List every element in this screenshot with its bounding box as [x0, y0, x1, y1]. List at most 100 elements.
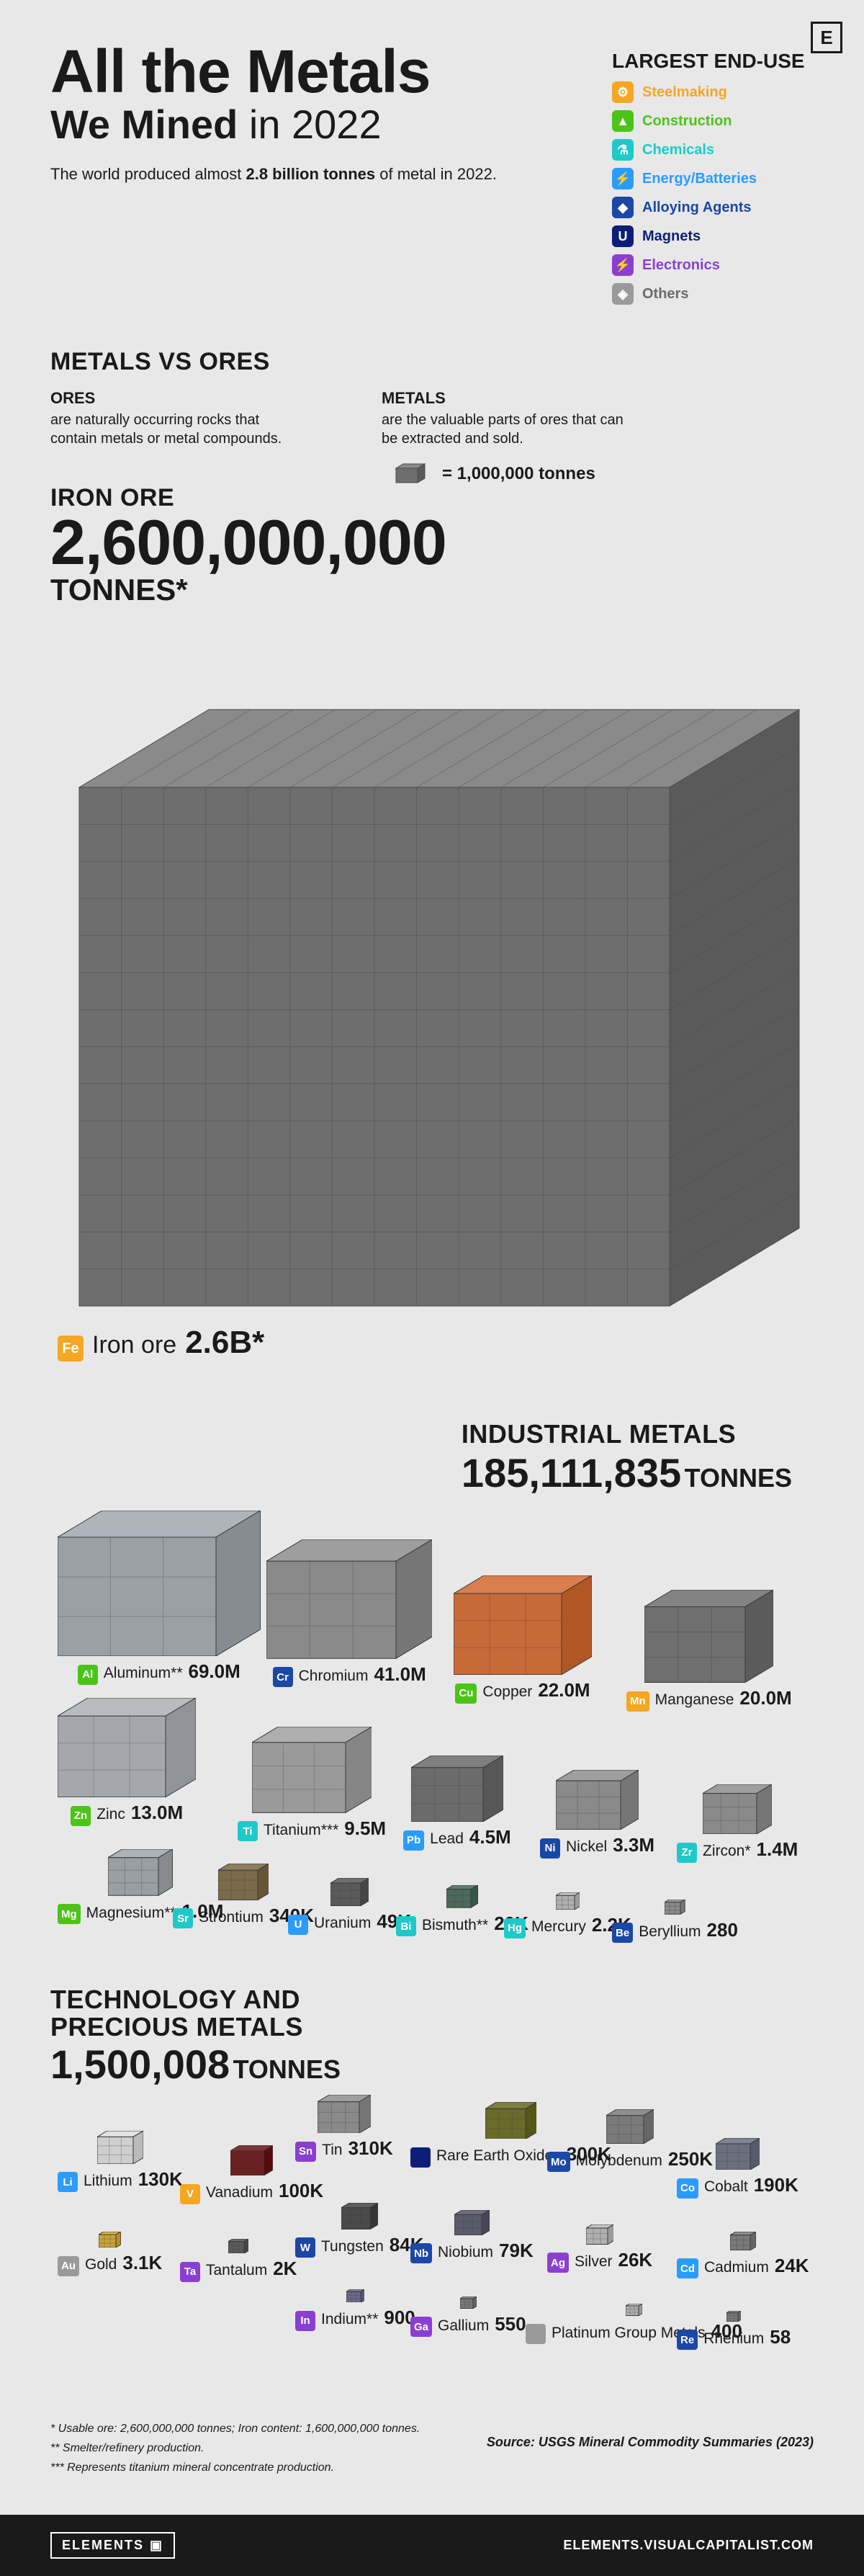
- metal-name: Magnesium**: [86, 1905, 176, 1922]
- element-tag: Sn: [295, 2142, 316, 2162]
- metal-label: Li Lithium 130K: [58, 2168, 183, 2193]
- big-cube-wrap: Fe Iron ore 2.6B*: [50, 629, 814, 1362]
- metal-name: Mercury: [531, 1918, 586, 1936]
- industrial-heading: INDUSTRIAL METALS: [462, 1419, 792, 1449]
- legend-swatch-icon: ◆: [612, 197, 634, 218]
- element-tag: Cu: [455, 1683, 477, 1704]
- metal-value: 58: [770, 2326, 791, 2348]
- metal-name: Gallium: [438, 2317, 489, 2335]
- metal-name: Chromium: [299, 1668, 369, 1685]
- metal-cube-icon: [346, 2289, 365, 2302]
- tech-unit: TONNES: [233, 2054, 341, 2084]
- legend-item: ⚡Energy/Batteries: [612, 168, 814, 189]
- element-tag: In: [295, 2311, 315, 2331]
- metal-cube-icon: [341, 2203, 378, 2230]
- metal-name: Rare Earth Oxides: [436, 2147, 561, 2165]
- metal-name: Niobium: [438, 2244, 493, 2261]
- metal-cube-icon: [716, 2138, 760, 2170]
- tech-header: TECHNOLOGY AND PRECIOUS METALS 1,500,008…: [50, 1986, 814, 2088]
- subtitle-post: of metal in 2022.: [375, 165, 497, 183]
- metal-label: BeBeryllium280: [612, 1919, 738, 1944]
- metal-item: ZnZinc13.0M: [58, 1698, 196, 1825]
- element-tag: Sr: [173, 1908, 193, 1928]
- element-tag: Hg: [504, 1918, 526, 1938]
- metal-cube-icon: [446, 1885, 478, 1908]
- legend-item: U Magnets: [612, 225, 814, 247]
- metal-item: PbLead4.5M: [403, 1756, 511, 1850]
- metal-item: UUranium49K: [288, 1878, 411, 1934]
- metal-item: MnManganese20.0M: [626, 1590, 792, 1711]
- metal-label: ZnZinc13.0M: [71, 1802, 183, 1826]
- legend-swatch-icon: ⚗: [612, 139, 634, 161]
- legend-item: ⚡Electronics: [612, 254, 814, 276]
- element-tag: Pb: [403, 1830, 424, 1851]
- metal-name: Tantalum: [206, 2262, 267, 2279]
- metal-value: 41.0M: [374, 1663, 426, 1686]
- metal-label: UUranium49K: [288, 1910, 411, 1935]
- element-tag: Ni: [540, 1838, 560, 1859]
- tech-heading-2: PRECIOUS METALS: [50, 2013, 814, 2041]
- footer-brand-text: ELEMENTS: [62, 2538, 144, 2553]
- element-tag: Bi: [396, 1916, 416, 1936]
- metal-cube-icon: [108, 1849, 173, 1895]
- metal-name: Nickel: [566, 1838, 607, 1856]
- legend-label: Magnets: [642, 228, 701, 245]
- legend-swatch-icon: ◈: [612, 283, 634, 305]
- metal-label: AlAluminum**69.0M: [78, 1660, 240, 1685]
- metal-value: 130K: [138, 2168, 183, 2191]
- metal-value: 79K: [499, 2240, 534, 2262]
- metal-label: MnManganese20.0M: [626, 1687, 792, 1712]
- metal-cube-icon: [703, 1784, 772, 1834]
- metal-label: InIndium**900: [295, 2307, 415, 2331]
- metal-cube-icon: [318, 2095, 371, 2133]
- metal-name: Lithium: [84, 2173, 132, 2190]
- element-tag: Li: [58, 2172, 78, 2192]
- element-tag: Au: [58, 2256, 79, 2276]
- subtitle-pre: The world produced almost: [50, 165, 246, 183]
- metal-name: Copper: [482, 1683, 532, 1701]
- element-tag: Cd: [677, 2258, 698, 2278]
- metal-cube-icon: [665, 1900, 685, 1914]
- def-ores-p: are naturally occurring rocks that conta…: [50, 411, 310, 448]
- footnote: *** Represents titanium mineral concentr…: [50, 2458, 814, 2477]
- metal-value: 26K: [618, 2249, 653, 2271]
- element-tag: Al: [78, 1665, 98, 1685]
- section-metals-vs-ores: METALS VS ORES: [50, 348, 814, 376]
- metal-cube-icon: [58, 1698, 196, 1797]
- footer-bar: ELEMENTS ▣ ELEMENTS.VISUALCAPITALIST.COM: [0, 2515, 864, 2576]
- metal-value: 310K: [348, 2137, 393, 2160]
- element-tag: Ga: [410, 2317, 432, 2337]
- element-tag: Ti: [238, 1821, 258, 1841]
- metal-name: Bismuth**: [422, 1917, 488, 1934]
- metal-cube-icon: [330, 1878, 369, 1906]
- metal-item: Li Lithium 130K: [58, 2131, 183, 2192]
- iron-ore-unit: TONNES*: [50, 573, 814, 607]
- title-line2b: in 2022: [238, 102, 381, 147]
- metal-name: Manganese: [655, 1691, 734, 1709]
- industrial-unit: TONNES: [685, 1463, 792, 1493]
- element-tag: Co: [677, 2178, 698, 2199]
- legend-swatch-icon: ⚡: [612, 168, 634, 189]
- element-tag: Mg: [58, 1904, 81, 1924]
- metal-name: Beryllium: [639, 1923, 701, 1941]
- footer-brand-icon: ▣: [150, 2538, 163, 2553]
- element-tag: U: [288, 1915, 308, 1935]
- metal-name: Gold: [85, 2256, 117, 2273]
- element-tag: V: [180, 2184, 200, 2204]
- metal-name: Indium**: [321, 2311, 378, 2328]
- metal-item: InIndium**900: [295, 2289, 415, 2331]
- metal-name: Cobalt: [704, 2178, 748, 2196]
- metal-item: AlAluminum**69.0M: [58, 1511, 261, 1684]
- footer-logo: ELEMENTS ▣: [50, 2532, 175, 2559]
- metal-value: 22.0M: [538, 1679, 590, 1701]
- metal-value: 3.1K: [122, 2252, 162, 2274]
- subtitle-bold: 2.8 billion tonnes: [246, 165, 375, 183]
- metal-name: Zircon*: [703, 1843, 751, 1860]
- legend-swatch-icon: U: [612, 225, 634, 247]
- metal-label: CrChromium41.0M: [273, 1663, 426, 1688]
- metal-item: BeBeryllium280: [612, 1900, 738, 1943]
- metal-name: Silver: [575, 2253, 613, 2271]
- metal-name: Cadmium: [704, 2259, 769, 2276]
- footer-url: ELEMENTS.VISUALCAPITALIST.COM: [563, 2538, 814, 2553]
- def-metals-h: METALS: [382, 389, 641, 408]
